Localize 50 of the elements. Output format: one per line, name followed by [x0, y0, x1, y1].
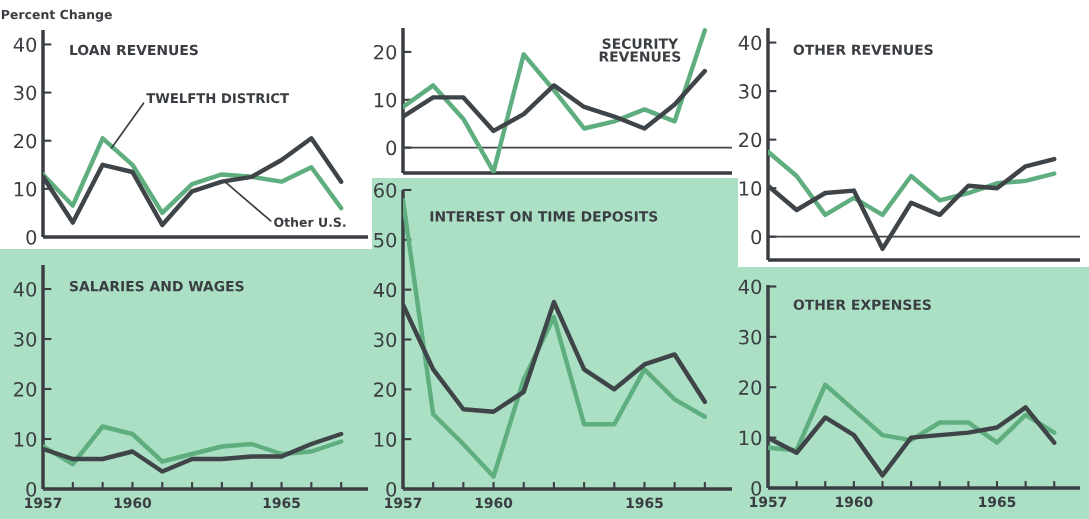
x-tick-label: 1957	[750, 496, 787, 508]
y-tick-label: 0	[386, 481, 397, 497]
line-series	[403, 197, 708, 479]
y-tick-label: 20	[14, 133, 37, 149]
y-tick-label: 0	[26, 229, 37, 245]
y-tick-label: 40	[13, 37, 37, 53]
x-tick-label: 1965	[626, 497, 663, 509]
y-tick-label: 40	[738, 35, 762, 51]
x-tick-label: 1965	[263, 497, 300, 509]
y-tick-label: 30	[374, 332, 397, 348]
y-tick-label: 10	[739, 430, 762, 446]
y-tick-label: 10	[374, 432, 397, 447]
y-tick-label: 40	[738, 279, 762, 295]
x-tick-label: 1960	[475, 497, 513, 509]
y-tick-label: 40	[13, 281, 37, 297]
annotation: TWELFTH DISTRICT	[146, 93, 289, 104]
y-tick-label: 10	[739, 181, 762, 196]
y-tick-label: 30	[14, 331, 37, 347]
y-tick-label: 20	[14, 381, 37, 397]
x-tick-label: 1965	[979, 496, 1016, 508]
y-axis-title: Percent Change	[1, 9, 112, 22]
text: OTHER REVENUES	[793, 44, 933, 55]
y-tick-label: 0	[26, 481, 37, 497]
y-tick-label: 0	[751, 229, 762, 245]
x-tick-label: 1960	[114, 497, 152, 509]
y-tick-label: 10	[14, 181, 37, 197]
y-tick-label: 30	[739, 329, 762, 345]
text: SALARIES AND WAGES	[70, 280, 244, 292]
text: SECURITY REVENUES	[599, 38, 681, 62]
x-tick-label: 1957	[385, 497, 422, 509]
text: INTEREST ON TIME DEPOSITS	[430, 211, 658, 222]
line-series	[403, 28, 708, 173]
y-tick-label: 20	[374, 382, 397, 397]
y-tick-label: 0	[751, 480, 762, 496]
y-tick-label: 10	[14, 431, 37, 447]
y-tick-label: 60	[374, 182, 397, 198]
y-tick-label: 30	[739, 84, 762, 99]
annotation: Other U.S.	[274, 217, 346, 227]
y-tick-label: 10	[374, 92, 397, 108]
y-tick-label: 30	[14, 85, 37, 101]
y-tick-label: 50	[374, 232, 397, 248]
x-tick-label: 1960	[836, 496, 873, 508]
y-tick-label: 20	[739, 132, 762, 148]
y-tick-label: 20	[374, 44, 397, 60]
y-tick-label: 0	[386, 140, 397, 156]
y-tick-label: 20	[739, 380, 762, 395]
text: LOAN REVENUES	[70, 44, 198, 56]
text: OTHER EXPENSES	[793, 299, 931, 310]
y-tick-label: 40	[373, 282, 397, 298]
x-tick-label: 1957	[25, 497, 62, 509]
